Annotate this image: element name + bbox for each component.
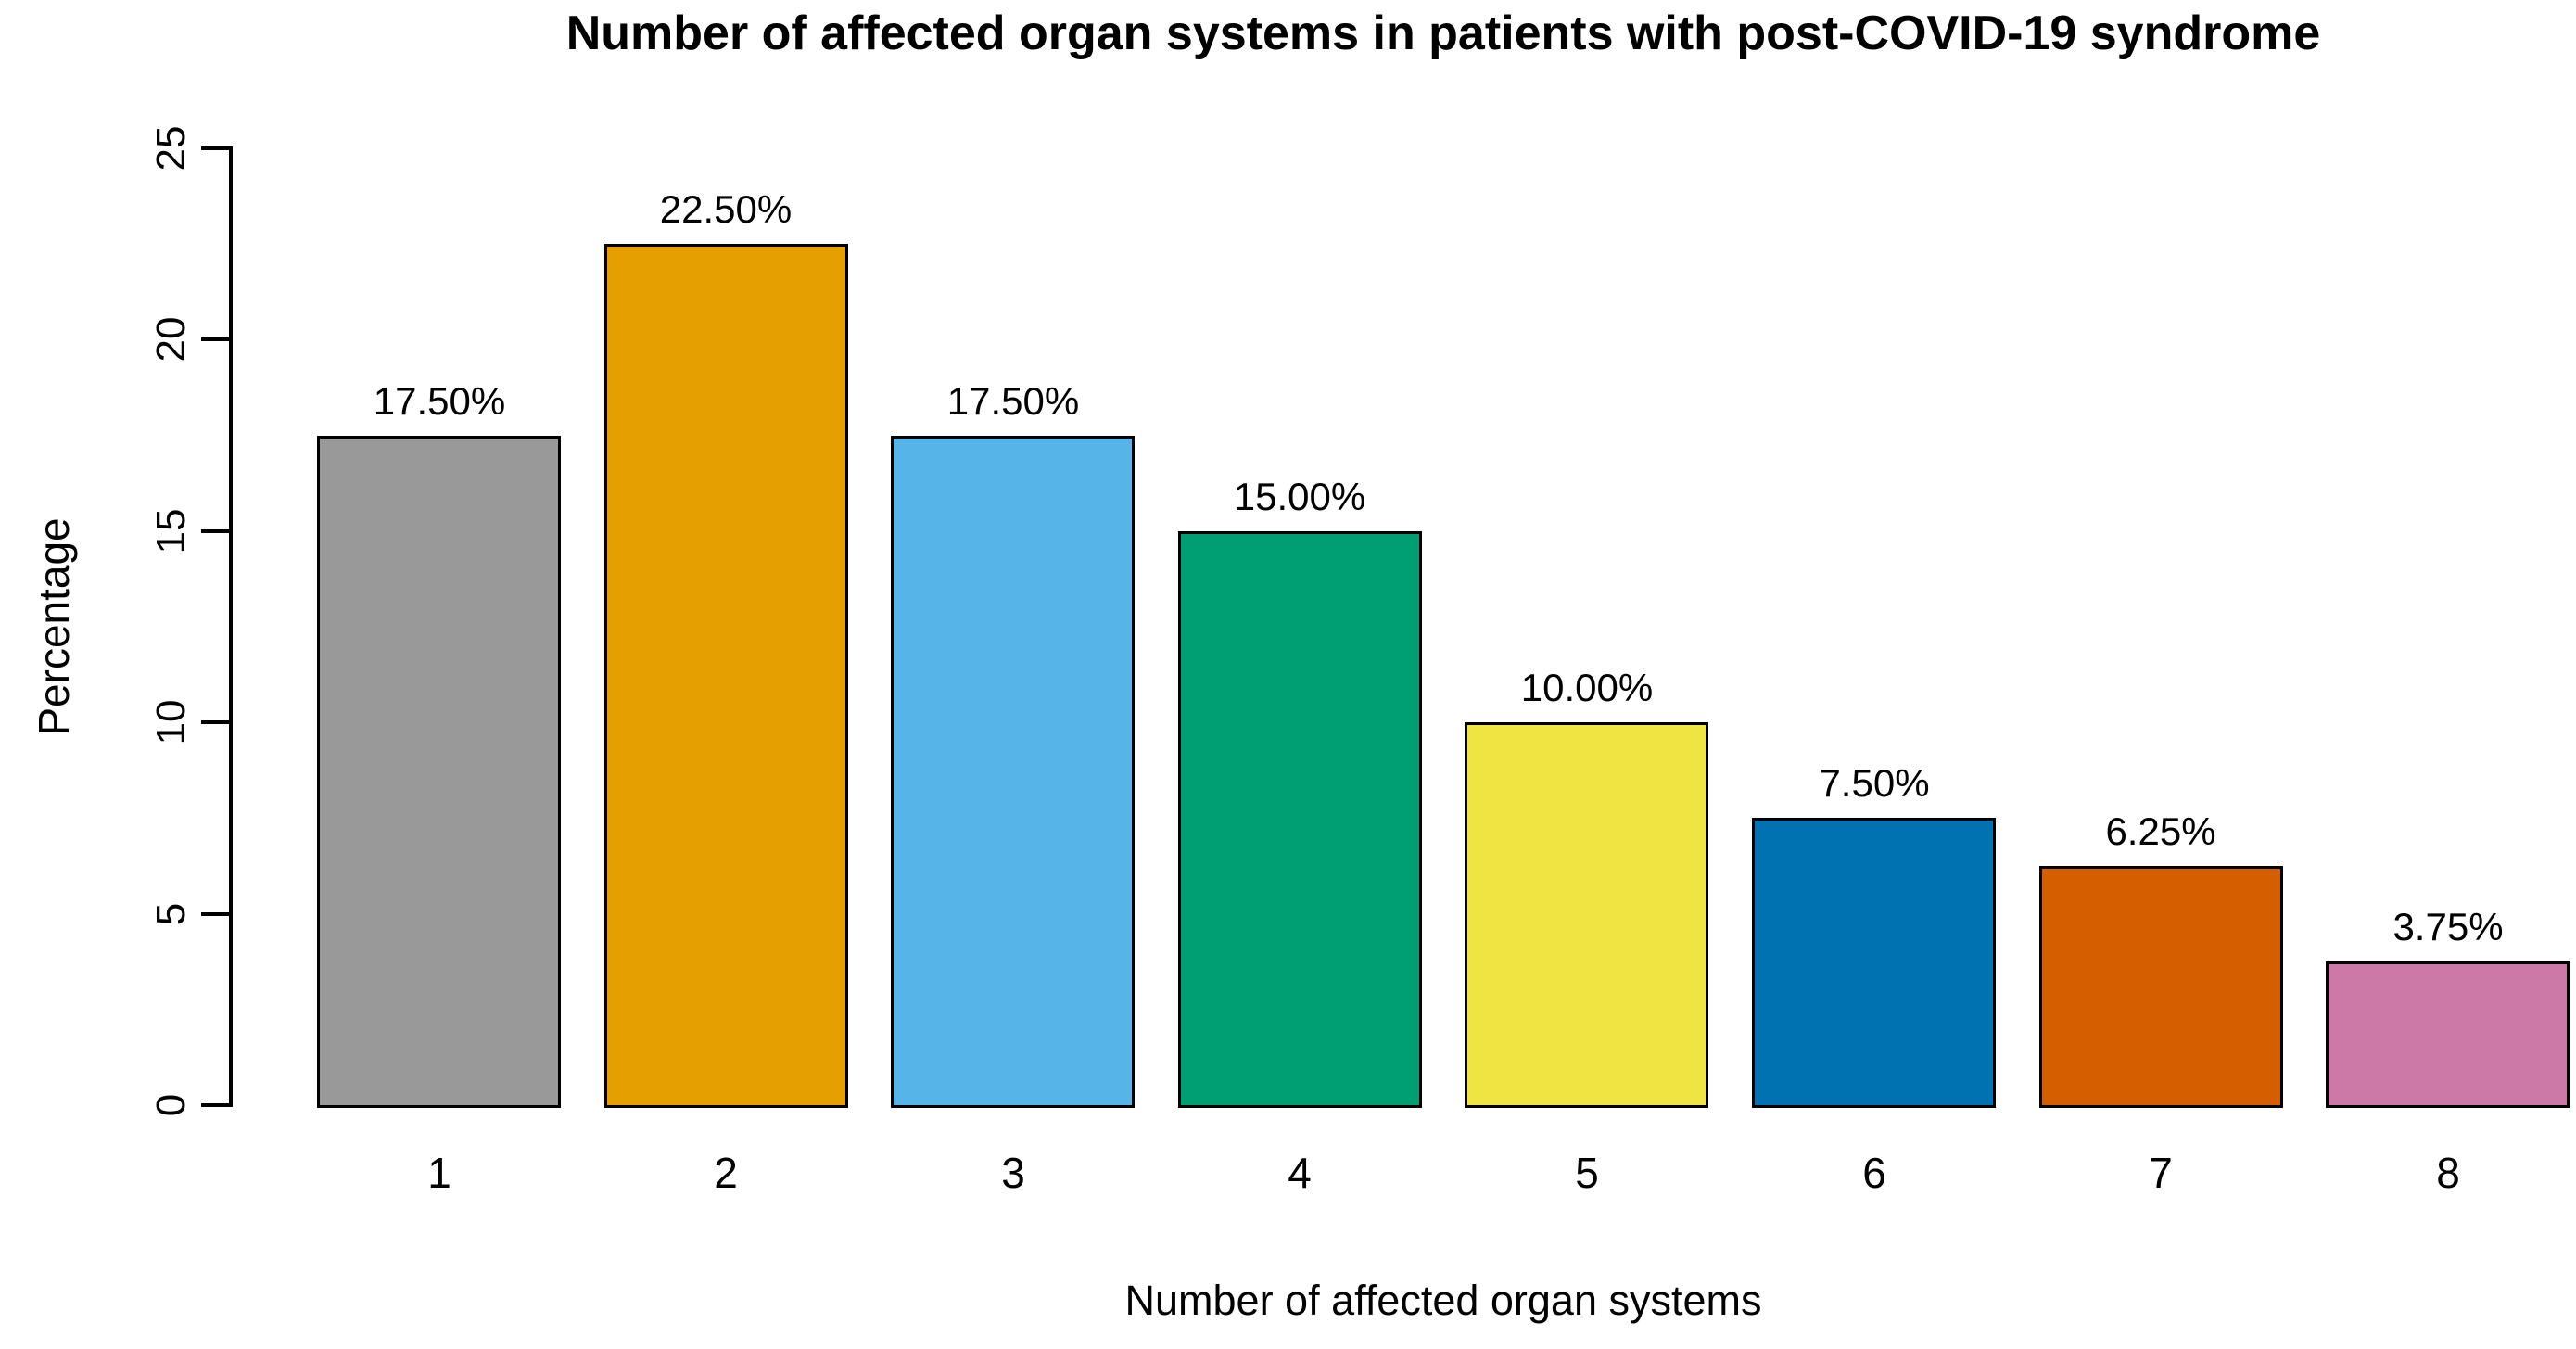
bar <box>604 244 848 1108</box>
x-tick-label: 3 <box>1001 1149 1025 1197</box>
y-axis-title: Percentage <box>30 517 78 736</box>
x-tick-label: 4 <box>1288 1149 1312 1197</box>
bar-value-label: 17.50% <box>946 379 1080 423</box>
y-axis-line <box>229 146 233 1107</box>
bar-value-label: 17.50% <box>373 379 506 423</box>
bar <box>891 436 1135 1108</box>
x-tick-label: 7 <box>2149 1149 2173 1197</box>
y-tick-label: 0 <box>148 1093 194 1117</box>
bar <box>2326 961 2570 1108</box>
y-tick-label: 10 <box>148 699 194 745</box>
bar <box>1178 531 1422 1108</box>
bar-value-label: 15.00% <box>1233 475 1366 518</box>
y-tick <box>201 337 229 342</box>
x-axis-title: Number of affected organ systems <box>1124 1277 1762 1324</box>
bar-value-label: 6.25% <box>2105 809 2216 853</box>
y-tick <box>201 146 229 150</box>
bar <box>317 436 561 1108</box>
x-tick-label: 2 <box>714 1149 738 1197</box>
y-tick-label: 25 <box>148 125 194 172</box>
x-tick-label: 8 <box>2436 1149 2460 1197</box>
y-tick <box>201 528 229 533</box>
bar-value-label: 7.50% <box>1819 761 1930 805</box>
y-tick <box>201 911 229 916</box>
x-tick-label: 1 <box>427 1149 451 1197</box>
x-tick-label: 5 <box>1575 1149 1599 1197</box>
x-tick-label: 6 <box>1862 1149 1886 1197</box>
y-tick-label: 20 <box>148 316 194 363</box>
y-tick <box>201 1103 229 1107</box>
bar <box>2039 866 2283 1108</box>
bar-value-label: 3.75% <box>2392 905 2504 948</box>
y-tick <box>201 720 229 725</box>
bar-value-label: 22.50% <box>659 187 793 231</box>
y-tick-label: 5 <box>148 902 194 925</box>
chart-title: Number of affected organ systems in pati… <box>565 6 2321 60</box>
bar <box>1465 722 1708 1108</box>
y-tick-label: 15 <box>148 508 194 554</box>
bar-value-label: 10.00% <box>1520 666 1654 709</box>
bar <box>1752 818 1996 1108</box>
